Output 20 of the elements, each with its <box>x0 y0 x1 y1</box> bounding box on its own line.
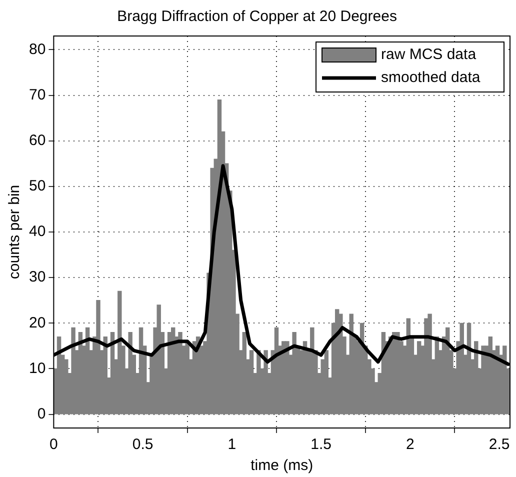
y-tick-label: 20 <box>28 314 46 332</box>
y-tick-label: 30 <box>28 268 46 286</box>
y-tick-label: 40 <box>28 223 46 240</box>
chart-title: Bragg Diffraction of Copper at 20 Degrees <box>117 8 397 26</box>
y-tick-label: 50 <box>28 178 46 195</box>
legend-label: raw MCS data <box>381 46 477 64</box>
y-tick-label: 10 <box>28 360 46 377</box>
y-tick-label: 80 <box>28 40 46 58</box>
x-tick-label: 0 <box>50 436 58 454</box>
x-axis-title: time (ms) <box>250 457 314 474</box>
x-tick-label: 0.5 <box>132 436 154 454</box>
x-tick-label: 2.5 <box>488 436 510 454</box>
y-tick-label: 0 <box>37 405 46 422</box>
x-tick-label: 1 <box>228 436 236 454</box>
legend-label: smoothed data <box>381 69 481 86</box>
y-axis-title: counts per bin <box>6 184 24 280</box>
y-tick-label: 60 <box>28 132 46 149</box>
x-tick-label: 1.5 <box>310 436 332 454</box>
x-tick-label: 2 <box>406 436 414 454</box>
y-tick-label: 70 <box>28 86 46 104</box>
